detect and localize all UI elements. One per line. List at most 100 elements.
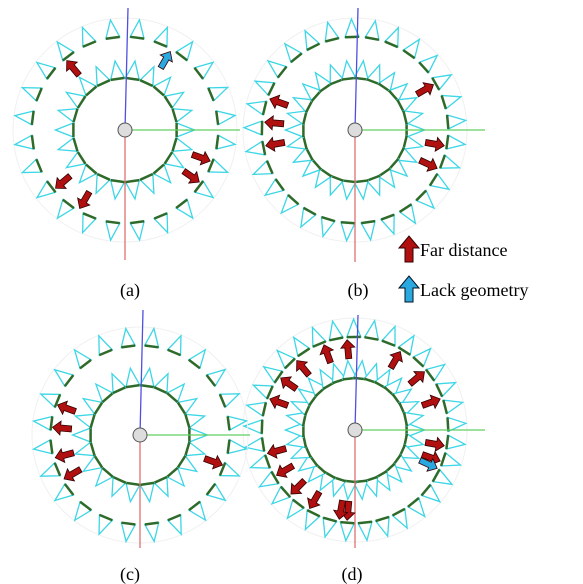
camera-frustum [245, 141, 265, 158]
camera-frustum [69, 346, 91, 369]
lack-geometry-arrow [155, 48, 177, 71]
frustum-outline [178, 456, 201, 478]
far-distance-arrow [317, 342, 337, 365]
frustum-outline [285, 123, 303, 137]
camera-frustum [165, 86, 188, 108]
camera-frustum [340, 222, 355, 241]
frustum-outline [403, 35, 425, 58]
frustum-outline [195, 181, 218, 203]
camera-frustum [140, 174, 160, 196]
camera-frustum [447, 113, 466, 129]
camera-frustum [154, 477, 174, 499]
camera-frustum [207, 484, 230, 506]
camera-frustum [416, 190, 439, 213]
camera-frustum [33, 440, 53, 456]
panel [32, 310, 250, 548]
lack-geometry-arrow-shape [155, 48, 177, 71]
axis-y [140, 310, 143, 435]
frustum-outline [91, 379, 113, 402]
frustum-outline [69, 346, 91, 369]
camera-frustum [106, 371, 126, 393]
camera-frustum [398, 332, 419, 355]
camera-frustum [185, 442, 206, 461]
far-distance-arrow-shape [304, 489, 326, 512]
camera-frustum [178, 456, 201, 478]
frustum-outline [73, 428, 91, 442]
far-distance-arrow-shape [267, 392, 290, 412]
frustum-outline [33, 440, 53, 456]
camera-frustum [125, 60, 141, 80]
camera-frustum [216, 109, 236, 125]
frustum-outline [165, 86, 188, 108]
camera-frustum [91, 379, 113, 402]
panel-label: (d) [342, 564, 363, 584]
frustum-outline [140, 367, 156, 387]
camera-frustum [55, 123, 73, 137]
frustum-outline [447, 113, 466, 129]
camera-frustum [153, 164, 175, 187]
camera-frustum [282, 500, 304, 523]
camera-frustum [340, 60, 356, 80]
camera-frustum [63, 86, 86, 108]
camera-frustum [442, 90, 463, 109]
far-distance-arrow-shape [190, 148, 213, 168]
frustum-outline [207, 484, 230, 506]
camera-frustum [347, 319, 361, 337]
panel-label: (a) [120, 280, 140, 301]
frustum-outline [189, 345, 211, 368]
frustum-outline [167, 379, 189, 402]
frustum-outline [216, 135, 236, 151]
camera-frustum [446, 135, 466, 151]
frustum-outline [358, 522, 374, 541]
frustum-outline [189, 502, 211, 525]
frustum-outline [267, 487, 290, 509]
camera-frustum [130, 221, 146, 241]
frustum-outline [130, 221, 146, 241]
camera-frustum [447, 416, 466, 431]
camera-frustum [167, 379, 189, 402]
camera-frustum [73, 428, 91, 442]
frustum-outline [14, 135, 34, 151]
camera-frustum [340, 180, 356, 200]
camera-frustum [432, 69, 455, 90]
far-distance-arrow [420, 392, 443, 412]
frustum-base [447, 417, 448, 431]
frustum-outline [140, 483, 156, 503]
frustum-outline [339, 522, 354, 541]
camera-frustum [104, 19, 120, 39]
frustum-outline [216, 109, 236, 125]
frustum-outline [125, 180, 141, 200]
frustum-outline [63, 152, 86, 174]
far-distance-arrow [340, 339, 356, 359]
camera-frustum [403, 35, 425, 58]
camera-frustum [90, 174, 110, 196]
frustum-outline [52, 200, 74, 223]
frustum-outline [91, 468, 113, 491]
camera-frustum [33, 181, 56, 203]
frustum-outline [50, 364, 73, 386]
camera-frustum [430, 174, 453, 195]
frustum-outline [416, 190, 439, 213]
frustum-outline [288, 333, 310, 356]
camera-frustum [145, 328, 161, 348]
camera-frustum [245, 398, 266, 416]
panel-label: (c) [120, 564, 140, 584]
frustum-outline [108, 60, 124, 80]
camera-frustum [260, 361, 283, 383]
origin [118, 123, 132, 137]
camera-frustum [256, 472, 279, 493]
frustum-outline [413, 344, 436, 367]
camera-frustum [79, 456, 102, 478]
far-distance-arrow [61, 463, 84, 485]
camera-frustum [321, 21, 339, 42]
camera-frustum [207, 364, 230, 386]
far-distance-arrow-shape [265, 136, 286, 153]
frustum-outline [153, 164, 175, 187]
camera-frustum [108, 180, 124, 200]
camera-frustum [443, 396, 464, 414]
frustum-outline [176, 38, 198, 61]
camera-frustum [365, 319, 382, 339]
axis-y [355, 8, 358, 130]
frustum-outline [104, 19, 120, 39]
camera-frustum [176, 38, 198, 61]
